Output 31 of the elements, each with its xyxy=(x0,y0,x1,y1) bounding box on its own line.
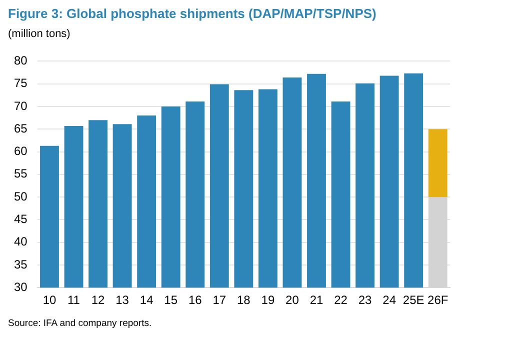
x-tick-label: 15 xyxy=(164,293,178,308)
y-tick-label: 35 xyxy=(14,257,28,272)
y-tick-label: 75 xyxy=(14,76,28,90)
x-tick-label: 20 xyxy=(286,293,300,308)
x-tick-label: 13 xyxy=(116,293,130,308)
x-tick-label: 11 xyxy=(68,293,80,308)
y-tick-label: 30 xyxy=(14,280,28,294)
x-tick-label: 22 xyxy=(334,293,348,308)
x-tick-label: 17 xyxy=(212,293,226,308)
x-tick-label: 25E xyxy=(402,293,424,308)
y-tick-label: 55 xyxy=(14,166,28,181)
y-tick-label: 65 xyxy=(14,121,28,136)
x-tick-label: 26F xyxy=(428,293,448,308)
source-note: Source: IFA and company reports. xyxy=(8,318,152,329)
y-axis-title: (million tons) xyxy=(8,28,70,40)
x-tick-label: 12 xyxy=(91,293,106,308)
x-tick-label: 16 xyxy=(188,293,202,308)
y-tick-label: 60 xyxy=(14,144,28,158)
y-tick-label: 80 xyxy=(14,54,28,68)
x-tick-label: 19 xyxy=(261,293,275,308)
x-tick-label: 21 xyxy=(310,293,324,308)
x-tick-label: 10 xyxy=(42,293,56,308)
chart-title: Figure 3: Global phosphate shipments (DAP/MAP/TSP/NPS) xyxy=(8,6,376,21)
y-tick-label: 50 xyxy=(14,189,28,204)
y-tick-label: 40 xyxy=(14,234,28,249)
y-tick-label: 45 xyxy=(14,212,28,226)
x-tick-label: 23 xyxy=(358,293,372,308)
x-tick-label: 14 xyxy=(140,293,154,308)
x-tick-label: 24 xyxy=(382,293,396,308)
x-tick-label: 18 xyxy=(236,293,251,308)
y-tick-label: 70 xyxy=(14,98,28,113)
